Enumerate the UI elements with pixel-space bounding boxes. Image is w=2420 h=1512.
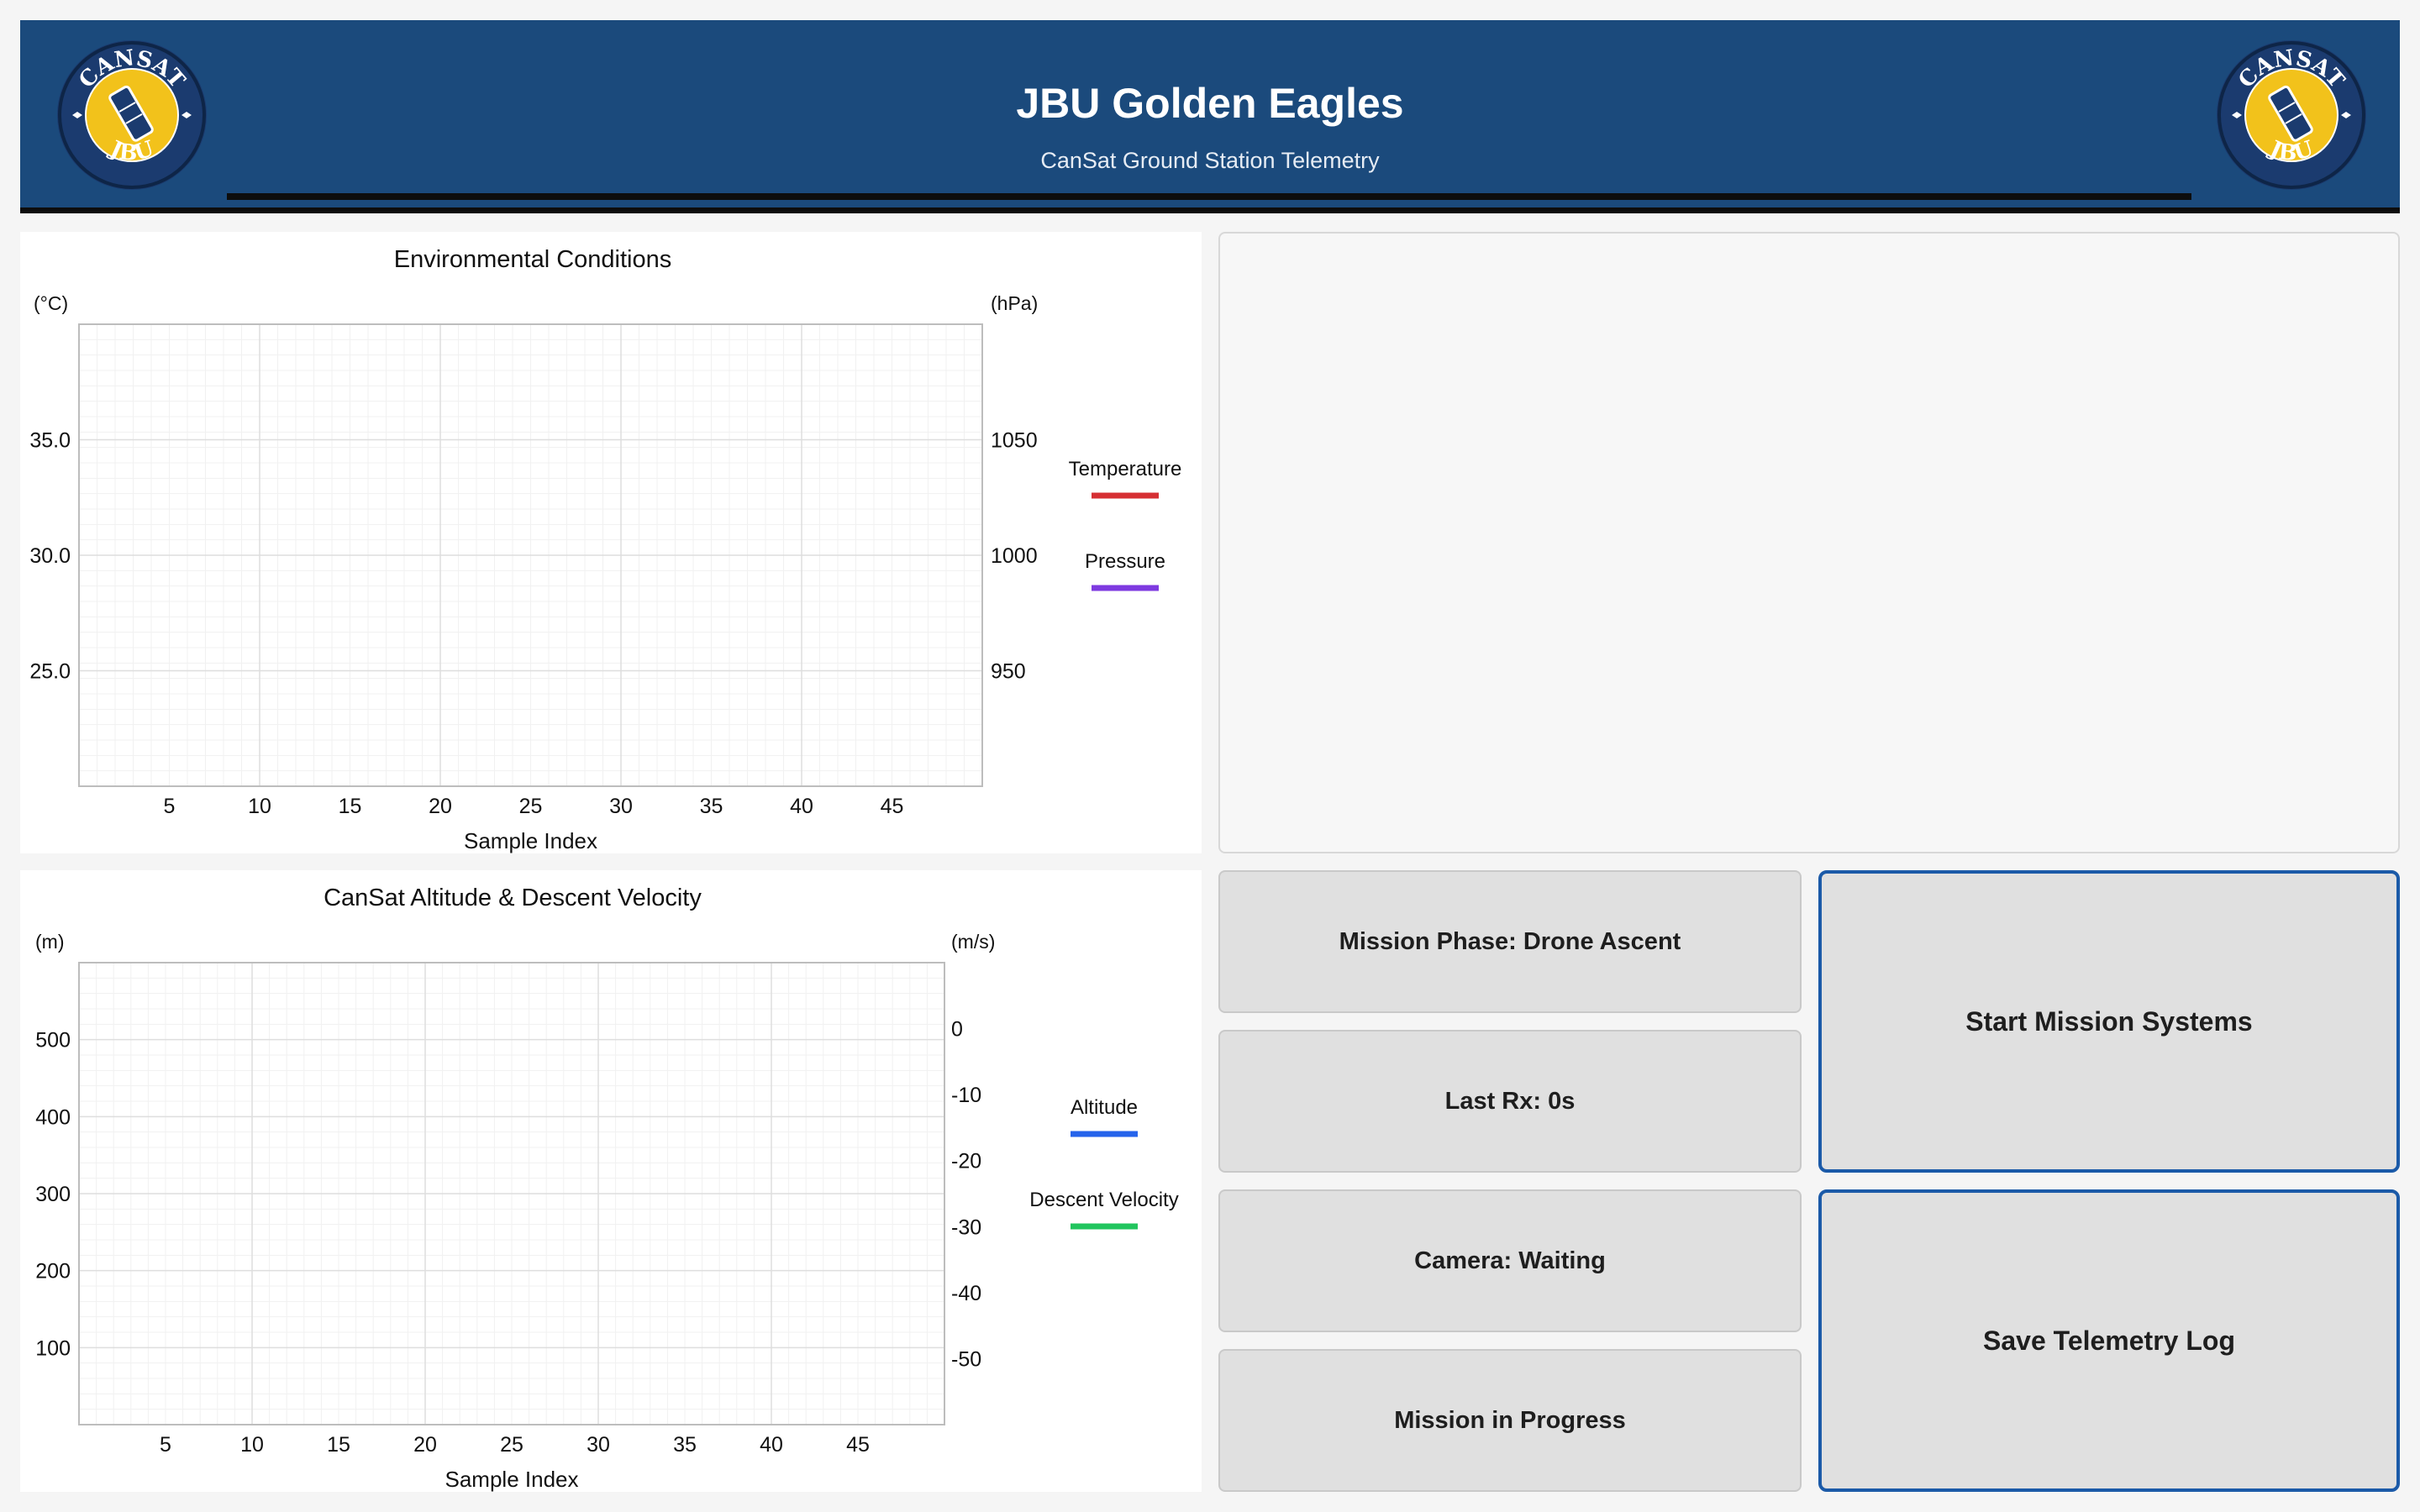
mission-phase-status: Mission Phase: Drone Ascent	[1218, 870, 1802, 1013]
legend-label: Descent Velocity	[1029, 1189, 1178, 1211]
x-tick-label: 30	[587, 1433, 610, 1457]
x-tick-label: 40	[760, 1433, 783, 1457]
x-tick-label: 35	[673, 1433, 697, 1457]
right-y-tick-label: 950	[991, 660, 1026, 684]
x-tick-label: 10	[248, 795, 271, 818]
left-y-tick-label: 25.0	[29, 660, 71, 684]
altitude-chart: CanSat Altitude & Descent Velocity (m) (m/…	[35, 885, 1179, 1492]
x-tick-label: 15	[339, 795, 362, 818]
x-tick-label: 25	[500, 1433, 523, 1457]
right-y-tick-label: 0	[951, 1018, 963, 1042]
cansat-logo-icon: CANSAT JBU	[55, 39, 208, 192]
x-tick-label: 5	[160, 1433, 171, 1457]
x-tick-label: 5	[164, 795, 176, 818]
x-tick-label: 40	[790, 795, 813, 818]
x-tick-label: 10	[240, 1433, 264, 1457]
left-y-tick-label: 400	[35, 1105, 71, 1129]
cansat-logo-icon: CANSAT JBU	[2215, 39, 2368, 192]
x-tick-label: 20	[429, 795, 452, 818]
camera-status: Camera: Waiting	[1218, 1189, 1802, 1332]
left-y-tick-label: 100	[35, 1336, 71, 1360]
right-y-tick-label: -40	[951, 1282, 981, 1305]
plot-frame	[78, 323, 983, 787]
legend-label: Pressure	[1085, 550, 1165, 573]
left-y-tick-label: 500	[35, 1029, 71, 1053]
right-y-tick-label: 1050	[991, 429, 1038, 453]
right-axis-unit: (m/s)	[951, 931, 995, 953]
x-tick-label: 45	[881, 795, 904, 818]
header-divider	[227, 193, 2191, 200]
mission-progress-status: Mission in Progress	[1218, 1349, 1802, 1492]
right-y-tick-label: -20	[951, 1150, 981, 1173]
left-y-tick-label: 35.0	[29, 429, 71, 453]
chart-title: CanSat Altitude & Descent Velocity	[324, 885, 702, 911]
plot-frame	[78, 962, 945, 1425]
last-rx-status: Last Rx: 0s	[1218, 1030, 1802, 1173]
left-axis-unit: (m)	[35, 931, 64, 953]
left-y-tick-label: 30.0	[29, 544, 71, 568]
chart-title: Environmental Conditions	[394, 246, 671, 273]
legend-label: Altitude	[1071, 1096, 1138, 1119]
left-y-tick-label: 300	[35, 1183, 71, 1206]
x-tick-label: 25	[519, 795, 543, 818]
altitude-chart-panel: CanSat Altitude & Descent Velocity (m) (m/…	[20, 870, 1202, 1492]
header-banner: CANSAT JBU JBU Golden Eagles CanSat Grou…	[20, 20, 2400, 213]
right-y-tick-label: 1000	[991, 544, 1038, 568]
x-tick-label: 20	[413, 1433, 437, 1457]
environmental-chart: Environmental Conditions (°C) (hPa) 5 10 15 20…	[29, 246, 1182, 853]
app-subtitle: CanSat Ground Station Telemetry	[1040, 148, 1380, 173]
x-axis-label: Sample Index	[445, 1467, 579, 1492]
right-axis-unit: (hPa)	[991, 292, 1038, 314]
camera-feed-panel	[1218, 232, 2400, 853]
x-tick-label: 15	[327, 1433, 350, 1457]
start-mission-button[interactable]: Start Mission Systems	[1818, 870, 2400, 1173]
left-y-tick-label: 200	[35, 1260, 71, 1284]
right-y-tick-label: -30	[951, 1215, 981, 1239]
environmental-chart-panel: Environmental Conditions (°C) (hPa) 5 10 15 20…	[20, 232, 1202, 853]
x-axis-label: Sample Index	[464, 828, 597, 853]
x-tick-label: 45	[846, 1433, 870, 1457]
right-y-tick-label: -10	[951, 1084, 981, 1107]
legend-label: Temperature	[1069, 458, 1182, 480]
left-axis-unit: (°C)	[34, 292, 68, 314]
x-tick-label: 30	[609, 795, 633, 818]
save-telemetry-button[interactable]: Save Telemetry Log	[1818, 1189, 2400, 1492]
app-title: JBU Golden Eagles	[1016, 80, 1404, 127]
x-tick-label: 35	[700, 795, 723, 818]
right-y-tick-label: -50	[951, 1347, 981, 1371]
